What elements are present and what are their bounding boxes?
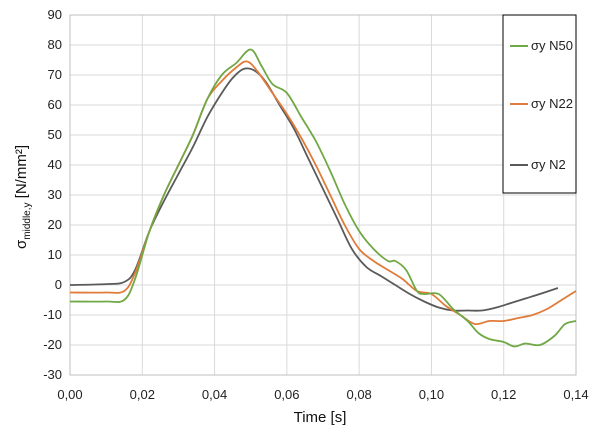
y-tick-label: -10: [43, 307, 62, 322]
y-axis-title-base: σ: [13, 239, 30, 249]
y-tick-label: -20: [43, 337, 62, 352]
x-tick-label: 0,12: [491, 387, 516, 402]
legend: σy N50 σy N22 σy N2: [502, 14, 577, 194]
series-line-n2: [69, 67, 559, 312]
legend-label-n2: σy N2: [531, 157, 566, 172]
x-tick-label: 0,10: [419, 387, 444, 402]
legend-label-n50: σy N50: [531, 38, 573, 53]
y-tick-label: 50: [48, 127, 62, 142]
x-tick-label: 0,00: [57, 387, 82, 402]
y-tick-label: 40: [48, 157, 62, 172]
y-tick-label: 10: [48, 247, 62, 262]
x-axis-title: Time [s]: [294, 409, 347, 426]
x-tick-label: 0,08: [346, 387, 371, 402]
tick-labels: -30 -20 -10 0 10 20 30 40 50 60 70 80 90 0,00 0,02 0,04…: [43, 7, 588, 402]
x-tick-label: 0,06: [274, 387, 299, 402]
y-tick-label: 80: [48, 37, 62, 52]
y-tick-label: 20: [48, 217, 62, 232]
y-tick-label: 0: [55, 277, 62, 292]
y-axis-title-subscript: middle,y: [22, 202, 33, 239]
axes: [69, 14, 577, 376]
x-tick-label: 0,04: [202, 387, 227, 402]
y-tick-label: 30: [48, 187, 62, 202]
series-group: [69, 48, 577, 348]
legend-label-n22: σy N22: [531, 96, 573, 111]
y-axis-title: σmiddle,y [N/mm²]: [13, 145, 33, 249]
y-axis-title-unit: [N/mm²]: [13, 145, 30, 203]
x-tick-label: 0,02: [130, 387, 155, 402]
y-tick-label: 90: [48, 7, 62, 22]
y-tick-label: 60: [48, 97, 62, 112]
series-line-n50: [69, 48, 577, 348]
y-tick-label: -30: [43, 367, 62, 382]
plot-frame: [69, 14, 577, 376]
x-tick-label: 0,14: [563, 387, 588, 402]
y-tick-label: 70: [48, 67, 62, 82]
